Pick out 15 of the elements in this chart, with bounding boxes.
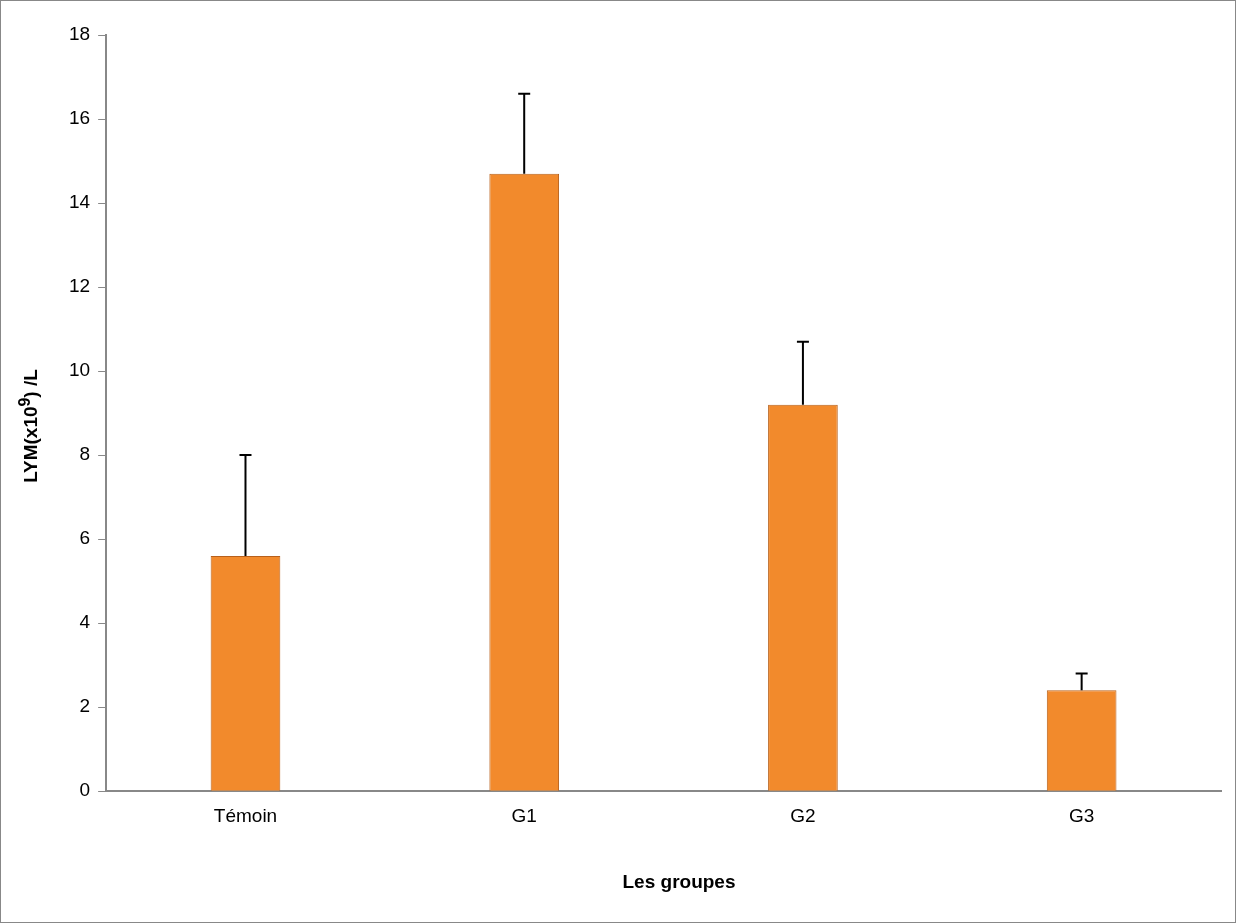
y-tick-label: 4 bbox=[79, 611, 91, 633]
x-tick-label: G2 bbox=[790, 804, 816, 826]
x-tick-label: G1 bbox=[511, 804, 537, 826]
y-tick-label: 12 bbox=[68, 275, 91, 297]
y-tick-label: 6 bbox=[79, 527, 91, 549]
y-tick-label: 18 bbox=[68, 23, 91, 45]
y-tick-label: 0 bbox=[79, 779, 91, 801]
x-tick-label: Témoin bbox=[213, 804, 278, 826]
y-tick-label: 8 bbox=[79, 443, 91, 465]
y-tick-label: 14 bbox=[68, 191, 91, 213]
y-tick-label: 16 bbox=[68, 107, 91, 129]
y-tick-label: 2 bbox=[79, 695, 91, 717]
y-tick-label: 10 bbox=[68, 359, 91, 381]
x-axis-title: Les groupes bbox=[622, 871, 736, 893]
x-tick-label: G3 bbox=[1068, 804, 1095, 826]
